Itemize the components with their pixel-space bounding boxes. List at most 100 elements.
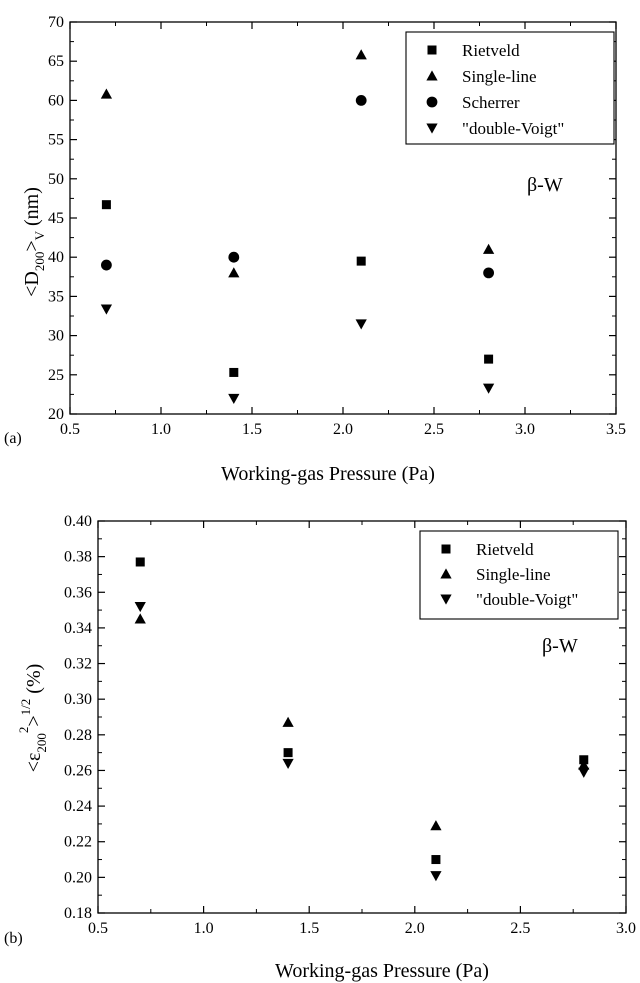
legend-marker-rietveld-b [441,544,451,554]
y-tick-label-b: 0.18 [64,905,92,922]
data-point-rietveld-a [229,367,239,377]
y-tick-label-a: 70 [48,14,64,31]
panel-a: (a) Working-gas Pressure (Pa) β-W <D200>… [4,174,563,485]
data-point-scherrer-a [228,251,240,263]
legend-label-single-line-b: Single-line [476,565,551,584]
x-tick-label-a: 0.5 [60,421,80,438]
data-point-double-voigt-a [228,393,240,404]
y-axis-title-a-subv: V [32,230,47,240]
legend-marker-single-line-b [440,568,452,579]
x-tick-label-b: 1.0 [194,920,214,937]
x-tick-label-b: 3.0 [616,920,636,937]
y-tick-label-a: 55 [48,132,64,149]
data-point-double-voigt-b [430,871,442,882]
y-tick-label-b: 0.36 [64,584,92,601]
x-tick-label-a: 2.5 [424,421,444,438]
y-tick-label-b: 0.34 [64,620,92,637]
panel-label-a: (a) [4,430,22,447]
y-tick-label-b: 0.24 [64,798,92,815]
legend-marker-double-voigt-b [440,594,452,605]
y-tick-label-a: 45 [48,210,64,227]
y-axis-title-b-exp: 1/2 [18,699,33,716]
y-tick-label-b: 0.26 [64,762,92,779]
x-tick-label-a: 1.5 [242,421,262,438]
data-point-scherrer-a [483,267,494,279]
data-point-double-voigt-a [100,304,113,315]
y-tick-label-b: 0.30 [64,691,92,708]
x-tick-label-a: 2.0 [333,421,353,438]
y-tick-label-b: 0.20 [64,869,92,886]
data-point-single-line-b [134,613,146,624]
x-tick-label-a: 1.0 [151,421,171,438]
x-tick-label-a: 3.0 [515,421,535,438]
y-axis-title-a-lt: <D [21,271,43,297]
data-point-double-voigt-b [282,758,294,769]
data-point-single-line-b [430,820,442,831]
y-axis-title-b-lt: <ε [23,753,45,773]
y-tick-label-b: 0.22 [64,834,92,851]
legend-label-rietveld-a: Rietveld [462,41,520,60]
y-axis-title-b-gt: > [23,715,45,726]
x-tick-label-b: 1.5 [299,920,319,937]
data-point-scherrer-a [355,95,367,106]
y-tick-label-b: 0.28 [64,727,92,744]
legend-label-scherrer-a: Scherrer [462,93,520,112]
legend-marker-single-line-a [426,70,438,81]
y-tick-label-b: 0.38 [64,549,92,566]
y-tick-label-a: 65 [48,53,64,70]
data-point-double-voigt-a [482,383,495,394]
data-point-single-line-b [578,759,590,770]
y-tick-label-a: 30 [48,328,64,345]
y-axis-title-b: <ε2002>1/2 (%) [16,664,49,773]
x-tick-label-b: 2.5 [510,920,530,937]
y-axis-title-a: <D200>V (nm) [21,187,47,297]
legend-label-rietveld-b: Rietveld [476,540,534,559]
legend-a [405,31,615,145]
plot-area-a: 0.5 1.0 1.5 2.0 2.5 3.0 3.5 20 25 30 35 40 45 50 55 60 6… [48,14,626,438]
data-point-rietveld-a [484,354,494,364]
data-point-double-voigt-a [355,319,367,330]
y-axis-title-b-sup: 2 [16,727,31,734]
data-point-double-voigt-b [578,767,590,778]
y-tick-label-a: 50 [48,171,64,188]
legend-marker-rietveld-a [427,45,437,55]
data-point-single-line-a [228,267,240,278]
y-axis-title-a-gt: > [21,240,43,251]
y-axis-title-a-unit: (nm) [21,187,43,231]
y-tick-label-a: 40 [48,249,64,266]
panel-b: (b) Working-gas Pressure (Pa) β-W <ε2002… [4,635,578,982]
panel-label-b: (b) [4,930,23,947]
legend-label-double-voigt-a: "double-Voigt" [462,119,564,138]
y-tick-label-a: 25 [48,367,64,384]
data-point-rietveld-a [356,256,366,266]
annotation-b: β-W [542,635,578,657]
legend-b [419,530,619,620]
x-axis-title-b: Working-gas Pressure (Pa) [275,960,489,982]
y-tick-label-b: 0.40 [64,513,92,530]
y-axis-title-b-unit: (%) [23,664,45,699]
legend-marker-scherrer-a [426,96,438,108]
data-point-rietveld-b [135,557,145,567]
annotation-a: β-W [527,174,563,196]
data-point-single-line-a [100,88,113,99]
data-point-double-voigt-b [134,602,146,613]
x-tick-label-b: 0.5 [88,920,108,937]
data-point-single-line-a [355,49,367,60]
x-axis-title-a: Working-gas Pressure (Pa) [221,463,435,485]
data-point-scherrer-a [101,259,112,271]
x-tick-label-a: 3.5 [606,421,626,438]
plot-area-b: 0.5 1.0 1.5 2.0 2.5 3.0 0.18 0.20 0.22 0.24 0.26 0.… [64,513,636,937]
y-tick-label-b: 0.32 [64,656,92,673]
data-point-single-line-a [482,243,495,254]
y-axis-title-b-sub: 200 [34,733,49,753]
legend-label-single-line-a: Single-line [462,67,537,86]
legend-marker-double-voigt-a [426,123,438,134]
data-point-single-line-b [282,716,294,727]
y-axis-title-a-sub: 200 [32,252,47,272]
data-point-rietveld-b [283,748,293,758]
y-tick-label-a: 35 [48,288,64,305]
legend-label-double-voigt-b: "double-Voigt" [476,590,578,609]
y-tick-label-a: 60 [48,92,64,109]
data-point-rietveld-b [431,855,441,865]
